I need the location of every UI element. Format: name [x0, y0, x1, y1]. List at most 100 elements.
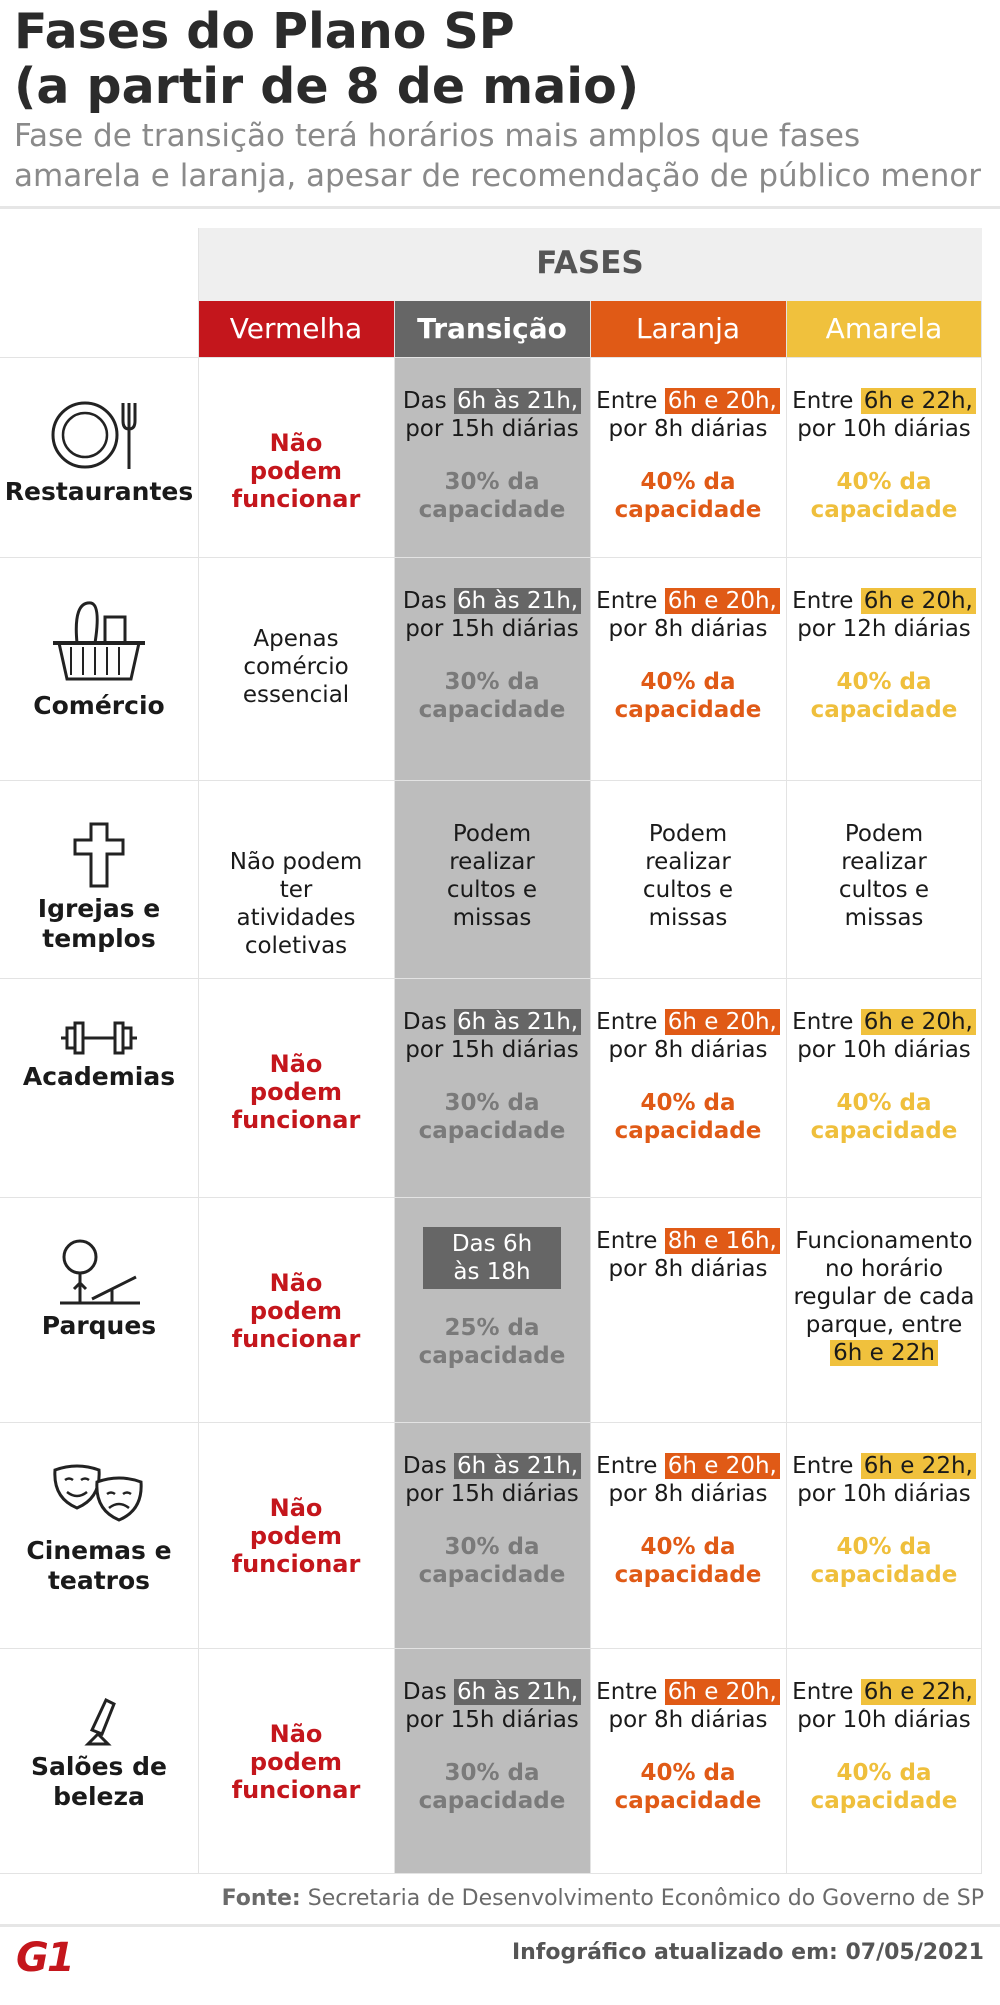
schedule-prefix: Entre	[792, 1453, 854, 1479]
transicao-hours-box: Das 6h às 18h	[423, 1227, 561, 1289]
schedule-line: Entre 6h e 20h,	[596, 1452, 780, 1480]
phase-header-1: Transição	[394, 301, 590, 357]
schedule-prefix: Das	[402, 1453, 447, 1479]
amarela-hours: 6h e 22h	[830, 1339, 938, 1367]
schedule-line: Das 6h às 21h,	[403, 587, 582, 615]
amarela-cell: Entre 6h e 20h, por 12h diárias 40% da cap…	[786, 557, 982, 780]
schedule-duration: por 15h diárias	[405, 616, 579, 642]
schedule-line: Das 6h às 21h,	[402, 1678, 582, 1706]
amarela-cell: Entre 6h e 22h, por 10h diárias 40% da cap…	[786, 357, 982, 557]
amarela-cell: Podem realizar cultos e missas	[786, 780, 982, 978]
category-wrap: Academias	[0, 1018, 198, 1092]
category-cell: Cinemas e teatros	[0, 1422, 198, 1648]
capacity-text: 30% da capacidade	[418, 469, 566, 523]
laranja-cell: Entre 6h e 20h, por 8h diárias 40% da capa…	[590, 1422, 786, 1648]
vermelha-text: Não podem funcionar	[231, 1494, 361, 1578]
grid-vline	[981, 301, 982, 1873]
phase-header-2: Laranja	[590, 301, 786, 357]
schedule-prefix: Das	[402, 1679, 447, 1705]
schedule-duration: por 8h diárias	[608, 1256, 768, 1282]
amarela-text: Funcionamento no horário regular de cada…	[793, 1228, 975, 1338]
schedule-line: Entre 6h e 20h,	[596, 1008, 780, 1036]
transicao-column-bg	[394, 301, 590, 1873]
laranja-text: Podem realizar cultos e missas	[642, 821, 734, 931]
schedule-duration: por 15h diárias	[405, 416, 579, 442]
schedule-hours: 8h e 16h,	[664, 1228, 780, 1254]
grid-hline	[0, 1197, 982, 1198]
category-label: Parques	[41, 1311, 157, 1340]
schedule-hours: 6h e 20h,	[664, 1453, 780, 1479]
schedule-hours: 6h e 22h,	[860, 1453, 976, 1479]
capacity-text: 30% da capacidade	[418, 1090, 566, 1144]
schedule-hours: 6h às 21h,	[454, 588, 582, 614]
capacity-text: 30% da capacidade	[418, 1534, 566, 1588]
category-wrap: Igrejas e templos	[0, 820, 198, 954]
capacity-text: 40% da capacidade	[614, 669, 762, 723]
category-label: Academias	[22, 1062, 176, 1091]
schedule-duration: por 15h diárias	[405, 1037, 579, 1063]
capacity-text: 30% da capacidade	[418, 1760, 566, 1814]
divider	[0, 1924, 1000, 1927]
category-label: Igrejas e templos	[37, 894, 161, 953]
cross-icon	[0, 820, 198, 894]
capacity-text: 40% da capacidade	[614, 1534, 762, 1588]
transicao-cell: Das 6h às 21h, por 15h diárias 30% da capa…	[394, 557, 590, 780]
schedule-hours: 6h e 22h,	[860, 1679, 976, 1705]
schedule-line: Das 6h às 21h,	[402, 1452, 582, 1480]
category-label: Salões de beleza	[30, 1752, 167, 1811]
vermelha-text: Não podem funcionar	[231, 429, 361, 513]
vermelha-text: Não podem funcionar	[231, 1269, 361, 1353]
laranja-cell: Podem realizar cultos e missas	[590, 780, 786, 978]
transicao-text: Podem realizar cultos e missas	[446, 821, 538, 931]
capacity-text: 40% da capacidade	[810, 1760, 958, 1814]
category-wrap: Salões de beleza	[0, 1688, 198, 1812]
schedule-duration: por 10h diárias	[797, 1481, 971, 1507]
page-subtitle: Fase de transição terá horários mais amp…	[14, 118, 982, 194]
grid-hline	[0, 1422, 982, 1423]
vermelha-cell: Não podem funcionar	[198, 1422, 394, 1648]
theater-masks-icon	[0, 1462, 198, 1536]
capacity-text: 40% da capacidade	[810, 1090, 958, 1144]
schedule-hours: 6h às 21h,	[454, 1679, 582, 1705]
table-row: Salões de beleza Não podem funcionar Das 6…	[0, 1648, 982, 1873]
table-row: Cinemas e teatros Não podem funcionar Das …	[0, 1422, 982, 1648]
vermelha-cell: Não podem funcionar	[198, 1648, 394, 1873]
category-label: Restaurantes	[4, 477, 194, 506]
updated-note: Infográfico atualizado em: 07/05/2021	[511, 1940, 984, 1965]
vermelha-cell: Não podem ter atividades coletivas	[198, 780, 394, 978]
schedule-prefix: Das	[402, 388, 447, 414]
dumbbell-icon	[0, 1018, 198, 1062]
schedule-prefix: Entre	[596, 588, 658, 614]
schedule-duration: por 10h diárias	[797, 1037, 971, 1063]
grid-hline	[0, 1873, 982, 1874]
schedule-prefix: Entre	[792, 1009, 854, 1035]
schedule-line: Entre 6h e 20h,	[596, 1678, 780, 1706]
schedule-prefix: Entre	[596, 1228, 658, 1254]
vermelha-cell: Apenas comércio essencial	[198, 557, 394, 780]
category-cell: Parques	[0, 1197, 198, 1422]
category-cell: Igrejas e templos	[0, 780, 198, 978]
transicao-cell: Das 6h às 21h, por 15h diárias 30% da capa…	[394, 1648, 590, 1873]
schedule-line: Das 6h às 21h,	[402, 387, 582, 415]
schedule-duration: por 12h diárias	[797, 616, 971, 642]
schedule-hours: 6h e 20h,	[664, 388, 780, 414]
schedule-line: Entre 6h e 22h,	[792, 1452, 976, 1480]
schedule-prefix: Entre	[792, 588, 854, 614]
grid-hline	[0, 557, 982, 558]
grid-hline	[0, 978, 982, 979]
schedule-hours: 6h às 21h,	[454, 388, 582, 414]
fases-header: FASES	[198, 228, 982, 301]
grid-vline	[786, 301, 787, 1873]
schedule-hours: 6h e 22h,	[860, 388, 976, 414]
vermelha-cell: Não podem funcionar	[198, 1197, 394, 1422]
transicao-cell: Das 6h às 21h, por 15h diárias 30% da capa…	[394, 978, 590, 1197]
capacity-text: 25% da capacidade	[418, 1315, 566, 1369]
schedule-hours: 6h e 20h,	[860, 1009, 976, 1035]
schedule-duration: por 8h diárias	[608, 616, 768, 642]
laranja-cell: Entre 8h e 16h, por 8h diárias	[590, 1197, 786, 1422]
grid-hline	[0, 780, 982, 781]
transicao-cell: Das 6h às 18h 25% da capacidade	[394, 1197, 590, 1422]
schedule-line: Entre 8h e 16h,	[596, 1227, 780, 1255]
schedule-hours: 6h e 22h	[830, 1340, 938, 1366]
grid-vline	[394, 301, 395, 1873]
